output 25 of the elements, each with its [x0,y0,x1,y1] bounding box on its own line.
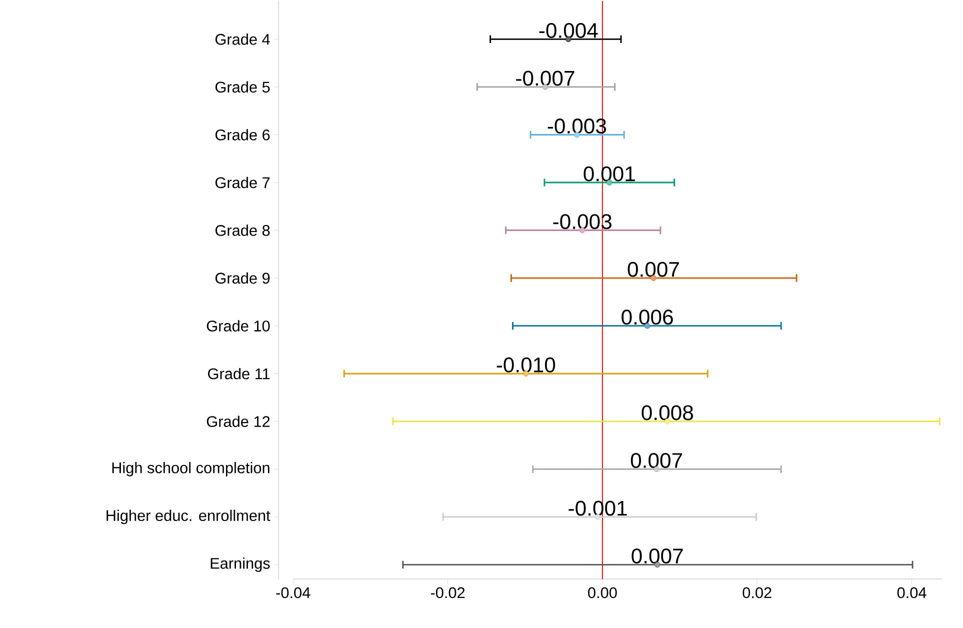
x-tick-label: 0.00 [588,587,617,598]
x-tick-label: 0.02 [742,587,772,598]
y-tick-label: Grade 4 [215,33,270,45]
y-tick-label: Grade 12 [206,416,270,427]
data-label: -0.007 [516,70,574,86]
data-label: 0.007 [630,452,682,468]
x-tick-label: -0.04 [276,587,310,598]
y-tick-label: Grade 7 [215,176,270,188]
data-label: 0.006 [622,309,673,325]
x-tick-label: 0.04 [897,587,926,598]
data-label: 0.007 [632,548,683,564]
x-tick-label: -0.02 [430,587,465,598]
data-label: -0.010 [496,357,556,372]
y-tick-label: Grade 9 [215,272,270,284]
y-tick-label: Earnings [210,557,270,572]
y-tick-label: Grade 8 [215,224,270,236]
data-label: 0.007 [628,262,679,277]
data-label: -0.004 [539,22,598,38]
data-label: 0.008 [642,405,693,420]
y-tick-label: Grade 5 [215,81,270,92]
y-tick-label: Higher educ. enrollment [106,510,270,524]
y-tick-label: High school completion [112,462,270,476]
y-tick-label: Grade 10 [206,320,270,332]
y-tick-label: Grade 11 [208,368,270,380]
y-tick-label: Grade 6 [215,128,270,140]
